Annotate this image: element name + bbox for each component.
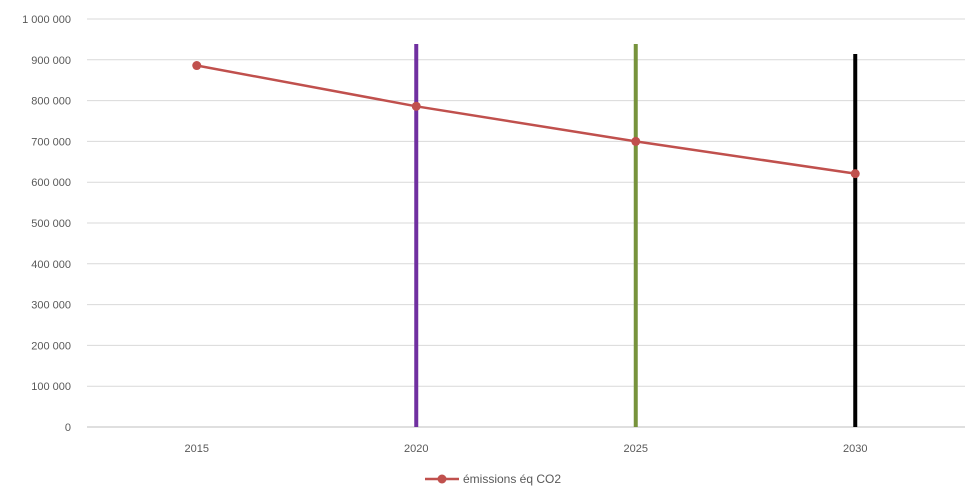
y-tick-label: 600 000 bbox=[31, 177, 71, 189]
data-point-marker bbox=[411, 101, 421, 111]
x-tick-label: 2030 bbox=[843, 443, 867, 455]
data-point-marker bbox=[192, 61, 202, 71]
data-point-marker bbox=[631, 136, 641, 146]
x-tick-label: 2025 bbox=[624, 443, 648, 455]
legend-marker-swatch bbox=[437, 474, 447, 484]
y-tick-label: 100 000 bbox=[31, 381, 71, 393]
gridlines bbox=[87, 18, 965, 428]
x-tick-label: 2020 bbox=[404, 443, 428, 455]
y-tick-label: 700 000 bbox=[31, 136, 71, 148]
y-tick-label: 400 000 bbox=[31, 259, 71, 271]
y-tick-label: 500 000 bbox=[31, 218, 71, 230]
y-tick-label: 200 000 bbox=[31, 340, 71, 352]
y-tick-label: 300 000 bbox=[31, 300, 71, 312]
series-lines bbox=[192, 61, 860, 179]
series-line bbox=[196, 64, 856, 175]
y-axis-tick-labels: 0 100 000 200 000 300 000 400 000 500 000 600 … bbox=[22, 14, 71, 434]
reference-lines bbox=[414, 44, 858, 427]
y-tick-label: 0 bbox=[65, 422, 71, 434]
y-tick-label: 800 000 bbox=[31, 96, 71, 108]
legend: émissions éq CO2 bbox=[425, 472, 561, 486]
x-axis-tick-labels: 2015 2020 2025 2030 bbox=[185, 443, 868, 455]
y-tick-label: 900 000 bbox=[31, 55, 71, 67]
y-tick-label: 1 000 000 bbox=[22, 14, 71, 26]
data-point-marker bbox=[850, 169, 860, 179]
x-tick-label: 2015 bbox=[185, 443, 209, 455]
legend-label: émissions éq CO2 bbox=[463, 472, 561, 486]
